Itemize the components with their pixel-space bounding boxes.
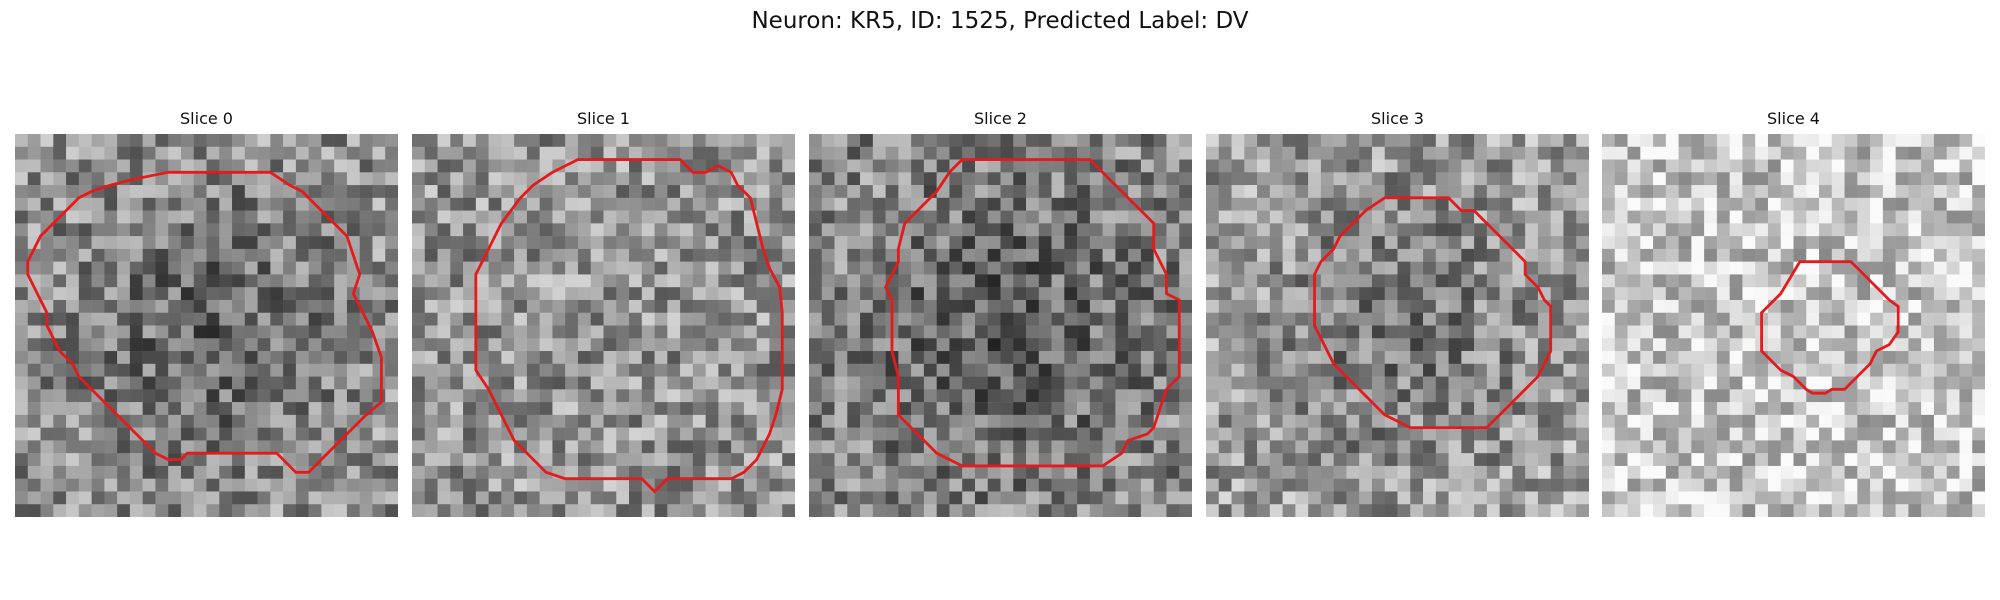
slice-image: [1602, 134, 1985, 517]
slice-image: [412, 134, 795, 517]
cell-outline: [1313, 196, 1553, 430]
pixel-grid: [809, 134, 1192, 517]
slice-title: Slice 4: [1767, 109, 1820, 128]
figure-title: Neuron: KR5, ID: 1525, Predicted Label: …: [751, 8, 1249, 34]
cell-outline: [26, 170, 383, 474]
pixel-grid: [412, 134, 795, 517]
slice-title: Slice 0: [180, 109, 233, 128]
slice-image: [15, 134, 398, 517]
slice-image: [809, 134, 1192, 517]
slice-title: Slice 2: [974, 109, 1027, 128]
pixel-grid: [1206, 134, 1589, 517]
pixel-grid: [15, 134, 398, 517]
cell-outline: [884, 158, 1181, 468]
slice-title: Slice 3: [1371, 109, 1424, 128]
cell-outline: [474, 158, 784, 494]
pixel-grid: [1602, 134, 1985, 517]
slice-title: Slice 1: [577, 109, 630, 128]
slice-image: [1206, 134, 1589, 517]
cell-outline: [1760, 260, 1900, 395]
